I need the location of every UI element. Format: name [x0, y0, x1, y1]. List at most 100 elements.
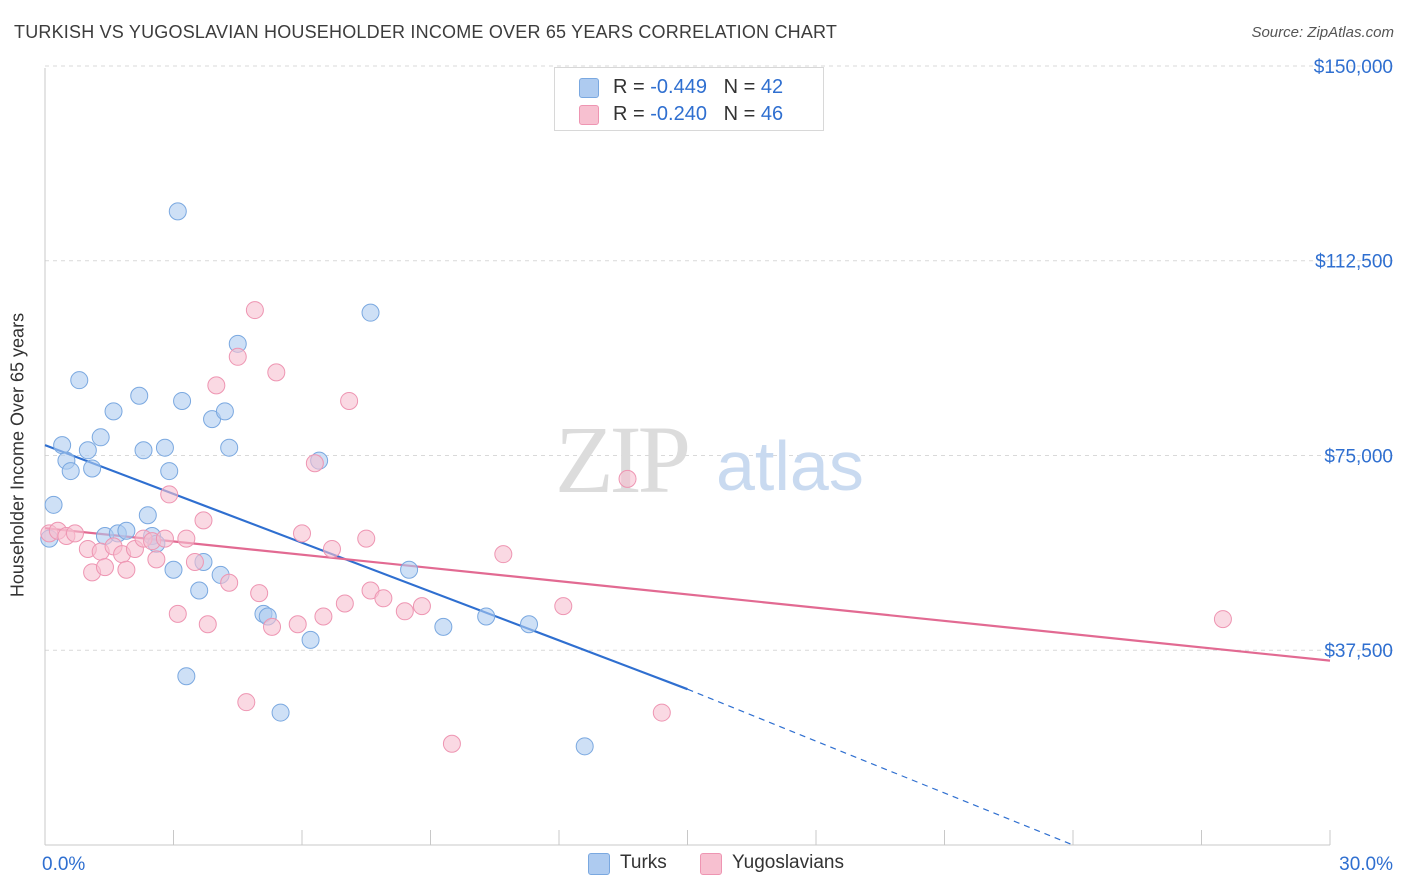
y-tick-label: $150,000: [1314, 57, 1393, 78]
point-turks: [177, 667, 196, 686]
point-yugoslavians: [293, 524, 311, 543]
n-value-yugoslavians: 46: [760, 103, 784, 125]
point-yugoslavians: [374, 589, 393, 608]
point-yugoslavians: [245, 301, 264, 320]
watermark: ZIP atlas: [555, 406, 864, 513]
watermark-atlas: atlas: [716, 427, 864, 505]
r-value-turks: -0.449: [650, 76, 707, 98]
point-turks: [271, 703, 290, 722]
point-yugoslavians: [147, 550, 166, 569]
point-yugoslavians: [117, 560, 136, 579]
y-tick-label: $75,000: [1324, 446, 1393, 467]
trend-lines: [44, 444, 1331, 846]
point-yugoslavians: [554, 597, 573, 616]
y-tick-label: $37,500: [1324, 641, 1393, 662]
r-label: R =: [613, 76, 651, 98]
bottom-legend-swatch-yugoslavians: [700, 853, 722, 875]
point-turks: [173, 391, 192, 410]
n-value-turks: 42: [760, 76, 784, 98]
r-value-yugoslavians: -0.240: [650, 103, 707, 125]
point-turks: [134, 441, 153, 460]
point-turks: [477, 607, 496, 626]
point-turks: [138, 506, 157, 525]
point-yugoslavians: [340, 391, 359, 410]
point-turks: [168, 202, 187, 221]
point-turks: [361, 303, 380, 322]
point-turks: [104, 402, 123, 421]
point-yugoslavians: [618, 469, 637, 488]
stats-legend: R = -0.449 N = 42 R = -0.240 N = 46: [554, 67, 824, 131]
point-yugoslavians: [263, 617, 282, 636]
y-tick-labels: $37,500 $75,000 $112,500 $150,000: [1314, 57, 1393, 662]
point-yugoslavians: [198, 615, 217, 634]
legend-swatch-yugoslavians: [579, 105, 599, 125]
legend-swatch-turks: [579, 78, 599, 98]
point-turks: [83, 459, 102, 478]
point-yugoslavians: [494, 545, 513, 564]
point-turks: [53, 436, 72, 455]
data-points: [40, 202, 1232, 756]
point-turks: [301, 630, 320, 649]
point-yugoslavians: [65, 524, 84, 543]
bottom-legend-label-yugoslavians: Yugoslavians: [732, 852, 844, 873]
point-yugoslavians: [652, 703, 671, 722]
point-yugoslavians: [95, 558, 114, 577]
point-yugoslavians: [412, 597, 431, 616]
n-label: N =: [723, 76, 761, 98]
point-yugoslavians: [314, 607, 333, 626]
point-turks: [215, 402, 234, 421]
point-yugoslavians: [250, 584, 269, 603]
point-turks: [164, 560, 183, 579]
trend-line-turks: [44, 444, 688, 691]
point-yugoslavians: [177, 529, 196, 548]
point-yugoslavians: [288, 615, 307, 634]
point-turks: [575, 737, 594, 756]
point-yugoslavians: [357, 529, 376, 548]
point-yugoslavians: [160, 485, 179, 504]
point-yugoslavians: [442, 734, 461, 753]
n-label: N =: [723, 103, 761, 125]
point-yugoslavians: [335, 594, 354, 613]
chart-title: TURKISH VS YUGOSLAVIAN HOUSEHOLDER INCOM…: [14, 22, 838, 42]
trend-line-yugoslavians: [44, 527, 1331, 662]
point-yugoslavians: [322, 539, 341, 558]
point-turks: [70, 371, 89, 390]
r-label: R =: [613, 103, 651, 125]
point-yugoslavians: [395, 602, 414, 621]
point-turks: [190, 581, 209, 600]
point-yugoslavians: [155, 529, 174, 548]
trend-extension-turks: [687, 688, 1074, 846]
point-yugoslavians: [267, 363, 286, 382]
point-turks: [61, 462, 80, 481]
point-turks: [78, 441, 97, 460]
point-yugoslavians: [305, 454, 324, 473]
source-credit: Source: ZipAtlas.com: [1251, 24, 1394, 41]
point-yugoslavians: [237, 693, 256, 712]
bottom-legend-label-turks: Turks: [620, 852, 667, 873]
x-tick-labels: 0.0% 30.0%: [42, 854, 1393, 875]
point-yugoslavians: [1213, 610, 1232, 629]
point-yugoslavians: [185, 552, 204, 571]
point-turks: [91, 428, 110, 447]
point-yugoslavians: [194, 511, 213, 530]
point-turks: [400, 560, 419, 579]
axes: [44, 68, 1331, 846]
x-tick-label: 30.0%: [1339, 854, 1393, 875]
bottom-legend-swatch-turks: [588, 853, 610, 875]
point-yugoslavians: [228, 347, 247, 366]
x-tick-label: 0.0%: [42, 854, 85, 875]
y-tick-label: $112,500: [1315, 252, 1393, 273]
point-turks: [434, 617, 453, 636]
point-turks: [220, 438, 239, 457]
gridlines: [45, 65, 1395, 651]
point-turks: [117, 521, 136, 540]
point-turks: [160, 462, 179, 481]
point-yugoslavians: [220, 573, 239, 592]
watermark-zip: ZIP: [555, 406, 688, 513]
point-turks: [130, 386, 149, 405]
point-turks: [520, 615, 539, 634]
point-yugoslavians: [168, 604, 187, 623]
point-turks: [155, 438, 174, 457]
point-yugoslavians: [207, 376, 226, 395]
